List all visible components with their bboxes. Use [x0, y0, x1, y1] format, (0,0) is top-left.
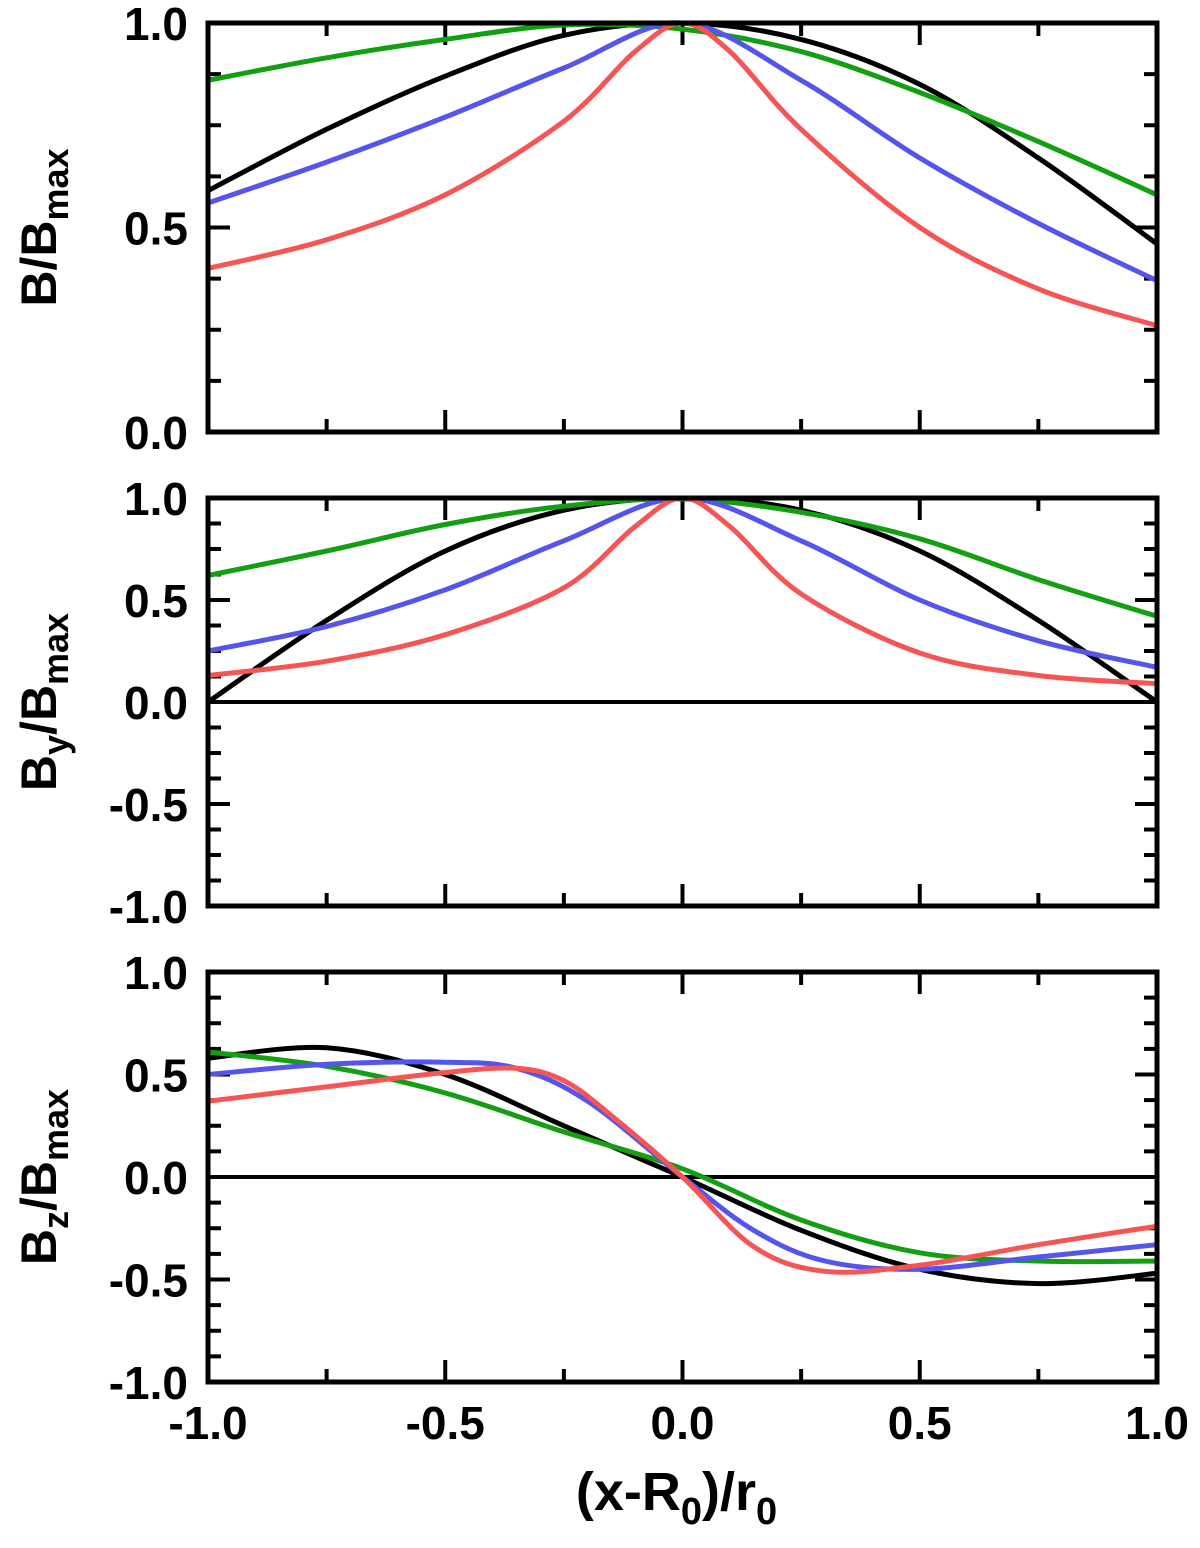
series-red-line — [207, 495, 1158, 687]
series-green-line — [207, 21, 1159, 198]
x-tick-label: 0.5 — [888, 1397, 952, 1449]
y-tick-label: 1.0 — [124, 0, 188, 50]
panel-1: 0.0 0.5 1.0 B/Bmax — [11, 0, 1160, 459]
y-axis-title: Bz/Bmax — [11, 1089, 76, 1265]
y-tick-label: 1.0 — [124, 947, 188, 999]
series-blue-line — [207, 495, 1158, 670]
y-axis-title: By/Bmax — [11, 613, 76, 791]
y-tick-label: 0.0 — [124, 407, 188, 459]
series-blue-line — [207, 20, 1159, 283]
y-tick-label: -0.5 — [109, 779, 188, 831]
series-red-line — [207, 1065, 1158, 1275]
plot-frame — [205, 495, 1160, 909]
y-tick-label: -1.0 — [109, 881, 188, 933]
y-tick-label: 0.5 — [124, 1050, 188, 1102]
plot-frame — [205, 20, 1160, 435]
series-blue-line — [207, 1059, 1158, 1272]
axis-ticks — [208, 23, 1157, 432]
panel-3: -1.0 -0.5 0.0 0.5 1.0 -1.0 -0.5 0.0 0.5 1.0 Bz/Bma… — [11, 947, 1189, 1533]
y-tick-label: 0.5 — [124, 203, 188, 255]
x-axis-title: (x-R0)/r0 — [576, 1462, 777, 1533]
y-tick-label: 0.0 — [124, 1152, 188, 1204]
y-tick-label: 0.5 — [124, 575, 188, 627]
series-green-line — [207, 1049, 1158, 1265]
plot-frame — [205, 969, 1160, 1385]
x-tick-label: -1.0 — [168, 1397, 247, 1449]
x-tick-label: -0.5 — [406, 1397, 485, 1449]
y-tick-label: 0.0 — [124, 677, 188, 729]
series-red-line — [207, 20, 1158, 329]
y-axis-title: B/Bmax — [11, 148, 76, 306]
y-tick-label: -1.0 — [109, 1357, 188, 1409]
x-tick-label: 0.0 — [651, 1397, 715, 1449]
y-tick-label: 1.0 — [124, 473, 188, 525]
x-tick-label: 1.0 — [1125, 1397, 1189, 1449]
y-tick-label: -0.5 — [109, 1255, 188, 1307]
panel-2: -1.0 -0.5 0.0 0.5 1.0 By/Bmax — [11, 473, 1160, 933]
